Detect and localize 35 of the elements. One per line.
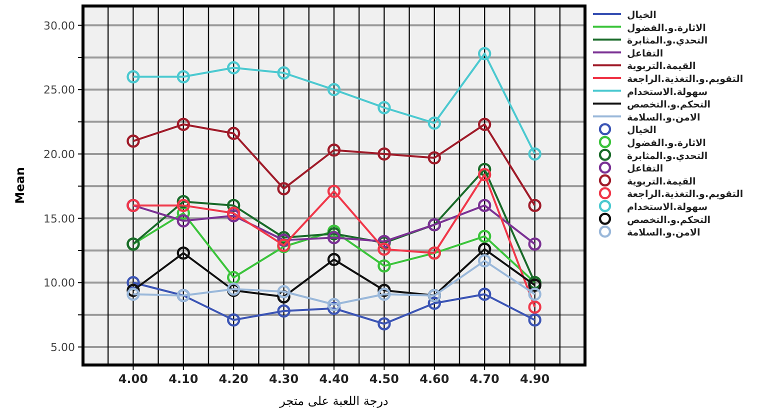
legend-label: التحدي.و.المثابرة <box>627 150 708 162</box>
text: القيمة.التربوية <box>627 61 696 72</box>
x-tick-label: 4.30 <box>268 372 299 386</box>
text: الاثارة.و.الفضول <box>627 22 706 34</box>
x-tick-label: 4.20 <box>218 372 248 386</box>
x-tick-label: 4.10 <box>168 372 198 386</box>
text: الامن.و.السلامة <box>627 112 700 124</box>
legend-label: التقويم.و.التغذية.الراجعة <box>627 189 744 200</box>
x-tick-label: 4.50 <box>369 372 400 386</box>
legend-label: سهولة.الاستخدام <box>627 86 708 98</box>
y-tick-label: 15.00 <box>44 212 75 226</box>
x-tick-label: 4.90 <box>520 372 550 386</box>
legend-label: الخيال <box>627 125 656 136</box>
legend-label: التحكم.و.التخصص <box>627 214 711 226</box>
text: سهولة.الاستخدام <box>627 202 708 213</box>
legend-label: الامن.و.السلامة <box>627 228 700 239</box>
text: الخيال <box>627 10 656 21</box>
y-tick-label: 10.00 <box>44 276 75 290</box>
text: التفاعل <box>627 48 664 60</box>
x-tick-label: 4.40 <box>319 372 349 386</box>
x-tick-label: 4.70 <box>470 372 500 386</box>
x-tick-label: 4.00 <box>118 372 148 386</box>
legend-label: القيمة.التربوية <box>627 176 696 188</box>
x-axis-title: درجة اللعبة على متجر <box>278 394 388 408</box>
y-axis-title: Mean <box>13 167 27 204</box>
legend-label: الاثارة.و.الفضول <box>627 138 706 149</box>
text: التحدي.و.المثابرة <box>627 36 708 47</box>
x-tick-label: 4.60 <box>420 372 450 386</box>
y-tick-label: 30.00 <box>44 19 75 32</box>
y-tick-label: 5.00 <box>50 340 75 354</box>
legend-label: التفاعل <box>627 164 664 175</box>
text: التحكم.و.التخصص <box>627 100 711 111</box>
text: التقويم.و.التغذية.الراجعة <box>627 74 744 85</box>
y-tick-label: 20.00 <box>44 148 75 161</box>
y-tick-label: 25.00 <box>44 84 75 97</box>
